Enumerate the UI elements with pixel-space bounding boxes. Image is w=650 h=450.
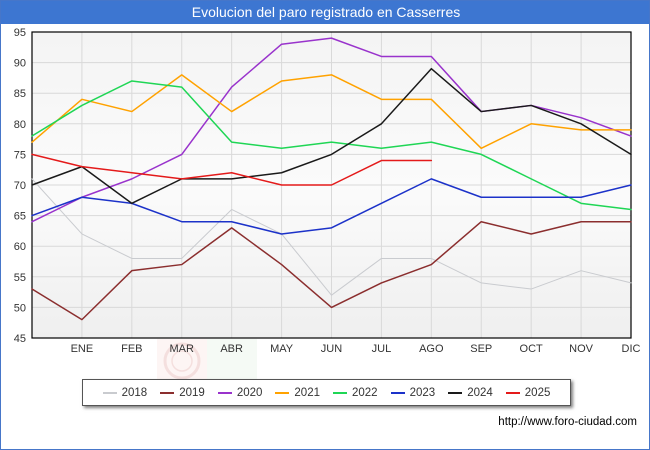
svg-text:50: 50 [14,302,26,314]
svg-text:DIC: DIC [622,343,641,355]
svg-text:75: 75 [14,149,26,161]
svg-text:FEB: FEB [121,343,142,355]
svg-text:SEP: SEP [470,343,492,355]
svg-text:90: 90 [14,58,26,70]
svg-text:JUL: JUL [372,343,392,355]
svg-text:OCT: OCT [520,343,544,355]
svg-text:60: 60 [14,241,26,253]
svg-text:NOV: NOV [569,343,594,355]
svg-text:45: 45 [14,333,26,345]
svg-text:55: 55 [14,272,26,284]
svg-text:95: 95 [14,27,26,39]
svg-text:MAR: MAR [170,343,195,355]
svg-text:65: 65 [14,211,26,223]
svg-text:85: 85 [14,88,26,100]
svg-text:70: 70 [14,180,26,192]
svg-text:80: 80 [14,119,26,131]
svg-text:ABR: ABR [220,343,243,355]
svg-text:JUN: JUN [321,343,342,355]
svg-text:ENE: ENE [71,343,94,355]
svg-text:AGO: AGO [419,343,444,355]
svg-text:MAY: MAY [270,343,294,355]
